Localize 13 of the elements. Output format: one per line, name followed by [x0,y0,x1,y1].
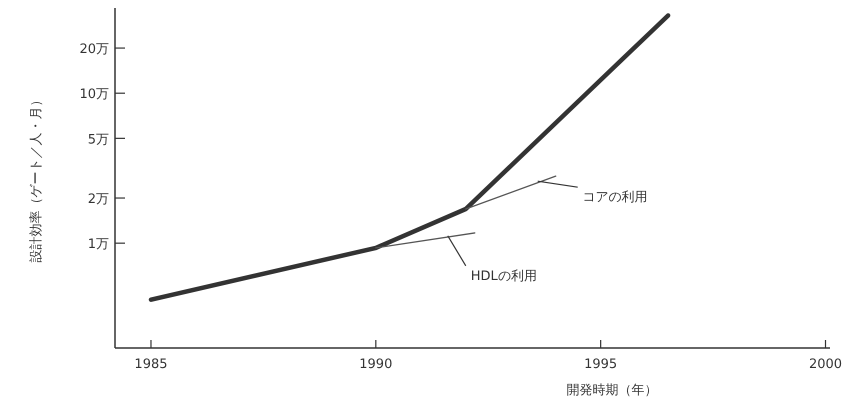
y-tick-label: 20万 [79,42,109,58]
x-tick-label: 2000 [808,357,842,372]
x-axis-title: 開発時期（年） [566,383,658,398]
y-tick-label: 2万 [88,192,109,208]
y-tick-label: 1万 [88,237,109,252]
annotation: HDLの利用 [470,268,537,284]
annotation: コアの利用 [582,190,648,206]
x-tick-label: 1995 [584,357,618,372]
x-tick-label: 1990 [359,357,392,372]
y-tick-label: 10万 [79,87,109,102]
x-tick-label: 1985 [134,357,168,372]
y-axis-title: 設計効率（ゲート／人・月） [29,94,44,262]
y-tick-label: 5万 [88,132,109,148]
